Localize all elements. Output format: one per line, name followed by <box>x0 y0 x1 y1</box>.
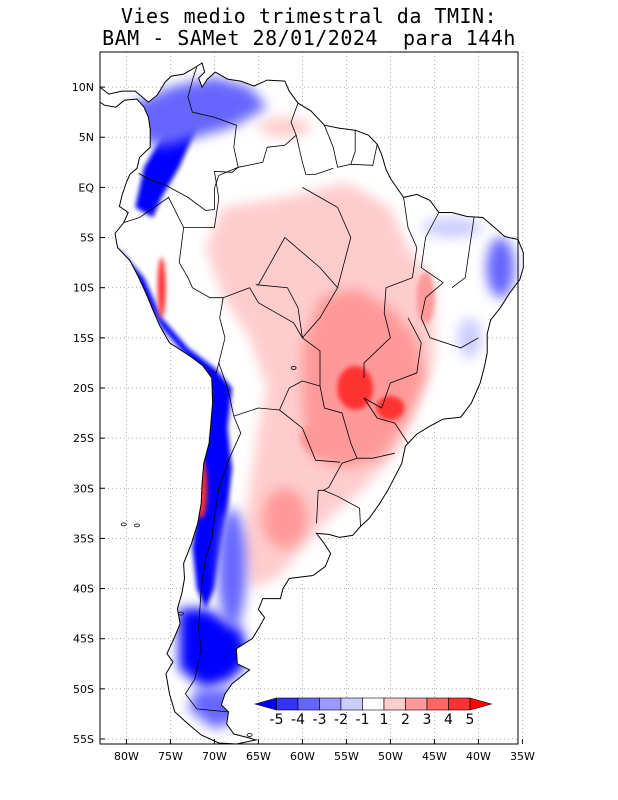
lat-tick-label: 45S <box>73 633 94 646</box>
border-line <box>302 187 352 288</box>
colorbar-segment <box>383 697 406 711</box>
cold-bias-andes <box>117 247 232 609</box>
colorbar-segment <box>426 697 449 711</box>
lon-tick-label: 75W <box>158 750 183 763</box>
warm-bias-peru-coast <box>157 257 166 318</box>
longitude-tick-labels: 80W 75W 70W 65W 60W 55W 50W 45W 40W 35W <box>114 739 535 763</box>
border-line <box>316 489 324 524</box>
lat-tick-label: EQ <box>78 181 94 194</box>
lat-tick-label: 40S <box>73 583 94 596</box>
island-outline <box>120 522 127 527</box>
border-line <box>324 125 356 168</box>
island-outline <box>246 733 253 737</box>
lon-tick-label: 45W <box>422 750 447 763</box>
lon-tick-label: 65W <box>246 750 271 763</box>
lon-tick-label: 55W <box>334 750 359 763</box>
island-outline <box>290 366 297 370</box>
border-line <box>233 380 321 417</box>
colorbar-label: 2 <box>401 712 410 728</box>
colorbar-segment <box>297 697 320 711</box>
border-line <box>363 397 409 444</box>
colorbar-segment <box>340 697 363 711</box>
border-line <box>451 217 475 289</box>
colorbar-label: -1 <box>356 712 370 728</box>
warm-bias-amazon <box>320 199 373 236</box>
cold-bias-northeast <box>486 237 515 298</box>
colorbar-label: 4 <box>444 712 453 728</box>
warm-bias-max-5 <box>321 317 354 338</box>
border-line <box>258 236 339 339</box>
colorbar-label: -5 <box>270 712 284 728</box>
latitude-tick-labels: 10N 5N EQ 5S 10S 15S 20S 25S 30S 35S 40S 45S 50S 55S <box>72 81 105 746</box>
warm-bias-max-3 <box>300 422 340 455</box>
colorbar-segment <box>448 697 471 711</box>
lat-tick-label: 55S <box>73 733 94 746</box>
lat-tick-label: 10S <box>73 282 94 295</box>
warm-bias-venezuela <box>258 117 311 138</box>
border-line <box>420 282 479 349</box>
lon-tick-label: 80W <box>114 750 139 763</box>
lat-tick-label: 35S <box>73 532 94 545</box>
border-line <box>420 212 444 284</box>
cold-bias-north <box>126 77 268 148</box>
colorbar-label: 5 <box>466 712 475 728</box>
map-title-line-1: Vies medio trimestral da TMIN: <box>120 4 498 28</box>
cold-bias-argentina-west <box>218 508 246 629</box>
border-line <box>357 452 395 459</box>
border-line <box>138 66 239 211</box>
colorbar-segment <box>319 697 342 711</box>
border-line <box>255 284 303 338</box>
colorbar-label: -3 <box>313 712 327 728</box>
colorbar-segment <box>405 697 428 711</box>
border-line <box>211 297 226 374</box>
lat-tick-label: 15S <box>73 332 94 345</box>
lat-tick-label: 5N <box>79 131 94 144</box>
colorbar: -5 -4 -3 -2 -1 1 2 3 4 5 <box>253 697 493 728</box>
border-line <box>363 287 391 378</box>
lat-tick-label: 30S <box>73 482 94 495</box>
country-borders <box>123 66 479 713</box>
lat-tick-label: 50S <box>73 683 94 696</box>
cold-bias-bahia <box>457 317 482 358</box>
border-line <box>178 102 361 527</box>
border-line <box>385 197 418 289</box>
border-line <box>184 362 242 713</box>
colorbar-label: 3 <box>423 712 432 728</box>
lon-tick-label: 50W <box>378 750 403 763</box>
border-line <box>295 135 334 175</box>
cold-bias-maranhao <box>422 217 482 238</box>
lon-tick-label: 40W <box>466 750 491 763</box>
colorbar-arrow-right <box>469 697 493 711</box>
coastline <box>99 62 524 745</box>
island-outline <box>134 523 140 528</box>
plot-frame <box>99 51 519 745</box>
warm-bias-max-2 <box>376 396 405 421</box>
border-line <box>123 196 184 228</box>
lat-tick-label: 20S <box>73 382 94 395</box>
lat-tick-label: 5S <box>80 232 94 245</box>
map-title-line-2: BAM - SAMet 28/01/2024 para 144h <box>102 26 516 50</box>
colorbar-segment <box>362 697 385 711</box>
border-line <box>350 144 378 166</box>
lon-tick-label: 70W <box>202 750 227 763</box>
warm-bias-pampa <box>262 488 307 549</box>
border-line <box>363 317 422 409</box>
lat-tick-label: 10N <box>72 81 94 94</box>
lon-tick-label: 60W <box>290 750 315 763</box>
island-outline <box>178 611 184 616</box>
colorbar-label: -2 <box>334 712 348 728</box>
colorbar-segment <box>276 697 299 711</box>
lat-tick-label: 25S <box>73 432 94 445</box>
border-line <box>279 409 341 463</box>
colorbar-label: 1 <box>380 712 389 728</box>
lon-tick-label: 35W <box>510 750 535 763</box>
colorbar-label: -4 <box>291 712 305 728</box>
